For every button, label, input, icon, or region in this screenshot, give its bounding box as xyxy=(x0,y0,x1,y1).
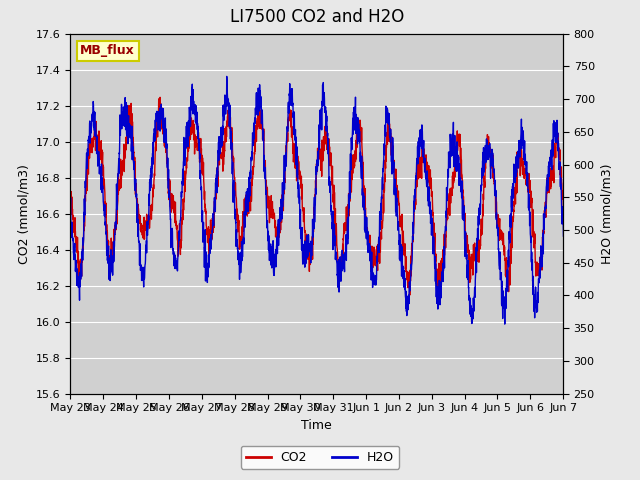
H2O xyxy=(501,321,509,327)
Legend: CO2, H2O: CO2, H2O xyxy=(241,446,399,469)
H2O xyxy=(67,201,74,207)
CO2 xyxy=(67,189,74,195)
CO2 xyxy=(365,240,372,245)
CO2 xyxy=(522,169,529,175)
X-axis label: Time: Time xyxy=(301,419,332,432)
CO2 xyxy=(233,205,241,211)
CO2 xyxy=(592,210,600,216)
CO2 xyxy=(492,210,499,216)
H2O xyxy=(365,241,372,247)
H2O xyxy=(592,231,600,237)
CO2 xyxy=(156,95,164,100)
H2O xyxy=(492,190,499,196)
Text: MB_flux: MB_flux xyxy=(80,44,135,58)
H2O xyxy=(522,151,529,157)
Line: H2O: H2O xyxy=(70,76,596,324)
H2O xyxy=(119,116,127,121)
H2O xyxy=(233,227,241,232)
Line: CO2: CO2 xyxy=(70,97,596,297)
Title: LI7500 CO2 and H2O: LI7500 CO2 and H2O xyxy=(230,9,404,26)
Y-axis label: CO2 (mmol/m3): CO2 (mmol/m3) xyxy=(17,164,30,264)
CO2 xyxy=(585,136,593,142)
CO2 xyxy=(119,167,127,172)
H2O xyxy=(223,73,230,79)
Y-axis label: H2O (mmol/m3): H2O (mmol/m3) xyxy=(600,163,613,264)
CO2 xyxy=(435,294,442,300)
H2O xyxy=(585,122,593,128)
